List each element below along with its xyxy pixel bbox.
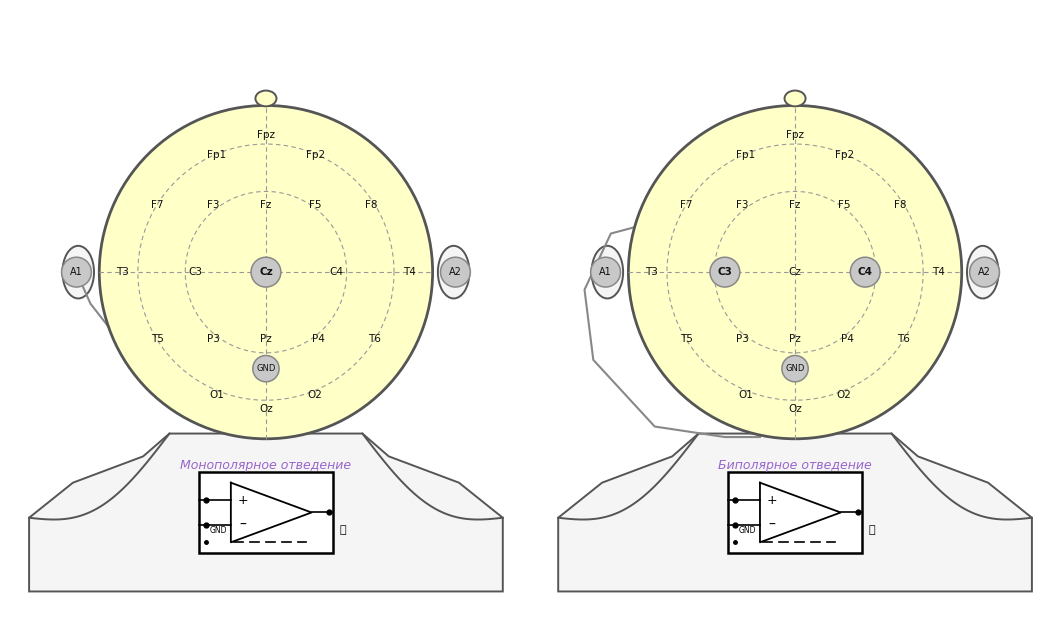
Text: P4: P4: [841, 334, 854, 344]
Text: Oz: Oz: [259, 404, 273, 414]
Circle shape: [62, 257, 91, 287]
Text: A1: A1: [599, 267, 612, 277]
Text: P3: P3: [207, 334, 220, 344]
Text: O1: O1: [209, 390, 224, 400]
Text: O2: O2: [837, 390, 852, 400]
Text: O2: O2: [308, 390, 323, 400]
Text: Fp1: Fp1: [736, 150, 755, 160]
Text: C3: C3: [189, 267, 203, 277]
Text: Cz: Cz: [259, 267, 273, 277]
Bar: [199, 472, 332, 553]
Text: Oz: Oz: [788, 404, 802, 414]
Text: +: +: [238, 494, 248, 507]
Circle shape: [970, 257, 999, 287]
Text: Fp2: Fp2: [835, 150, 854, 160]
Text: C4: C4: [857, 267, 873, 277]
Ellipse shape: [592, 246, 623, 298]
Ellipse shape: [256, 90, 277, 106]
Text: GND: GND: [210, 526, 227, 535]
Text: GND: GND: [785, 364, 804, 373]
Text: P3: P3: [736, 334, 749, 344]
Text: F3: F3: [207, 200, 220, 210]
Circle shape: [440, 257, 470, 287]
Circle shape: [253, 355, 279, 382]
Text: T4: T4: [933, 267, 945, 277]
Polygon shape: [558, 434, 1032, 592]
Text: +: +: [767, 494, 778, 507]
Ellipse shape: [438, 246, 469, 298]
Text: GND: GND: [257, 364, 276, 373]
Text: O1: O1: [738, 390, 753, 400]
Bar: [729, 472, 862, 553]
Text: T5: T5: [680, 334, 693, 344]
Text: A2: A2: [449, 267, 462, 277]
Text: Cz: Cz: [788, 267, 801, 277]
Text: F3: F3: [736, 200, 749, 210]
Text: ⚿: ⚿: [869, 525, 875, 535]
Text: T3: T3: [645, 267, 658, 277]
Ellipse shape: [63, 246, 94, 298]
Circle shape: [850, 257, 881, 287]
Text: A1: A1: [70, 267, 83, 277]
Text: C4: C4: [329, 267, 343, 277]
Text: Fpz: Fpz: [257, 130, 275, 140]
Text: T6: T6: [898, 334, 910, 344]
Text: T3: T3: [116, 267, 128, 277]
Text: A2: A2: [978, 267, 991, 277]
Text: F5: F5: [838, 200, 851, 210]
Text: Pz: Pz: [789, 334, 801, 344]
Text: Монополярное отведение: Монополярное отведение: [180, 459, 351, 471]
Text: Биполярное отведение: Биполярное отведение: [718, 459, 872, 471]
Polygon shape: [231, 483, 312, 542]
Text: T6: T6: [368, 334, 381, 344]
Text: Fz: Fz: [789, 200, 801, 210]
Ellipse shape: [784, 90, 805, 106]
Text: F7: F7: [151, 200, 163, 210]
Text: C3: C3: [717, 267, 732, 277]
Text: –: –: [769, 518, 776, 532]
Text: Fp2: Fp2: [306, 150, 325, 160]
Polygon shape: [29, 434, 503, 592]
Text: F8: F8: [894, 200, 906, 210]
Text: Fz: Fz: [260, 200, 272, 210]
Text: Fp1: Fp1: [207, 150, 226, 160]
Text: F8: F8: [365, 200, 378, 210]
Text: T4: T4: [403, 267, 416, 277]
Text: Fpz: Fpz: [786, 130, 804, 140]
Text: Pz: Pz: [260, 334, 272, 344]
Text: T5: T5: [151, 334, 163, 344]
Circle shape: [710, 257, 740, 287]
Circle shape: [782, 355, 808, 382]
Text: –: –: [240, 518, 246, 532]
Polygon shape: [760, 483, 840, 542]
Circle shape: [100, 106, 433, 439]
Text: GND: GND: [738, 526, 756, 535]
Circle shape: [591, 257, 621, 287]
Circle shape: [628, 106, 961, 439]
Text: ⚿: ⚿: [340, 525, 347, 535]
Text: P4: P4: [312, 334, 325, 344]
Text: F7: F7: [680, 200, 693, 210]
Text: F5: F5: [309, 200, 321, 210]
Ellipse shape: [967, 246, 998, 298]
Circle shape: [251, 257, 281, 287]
